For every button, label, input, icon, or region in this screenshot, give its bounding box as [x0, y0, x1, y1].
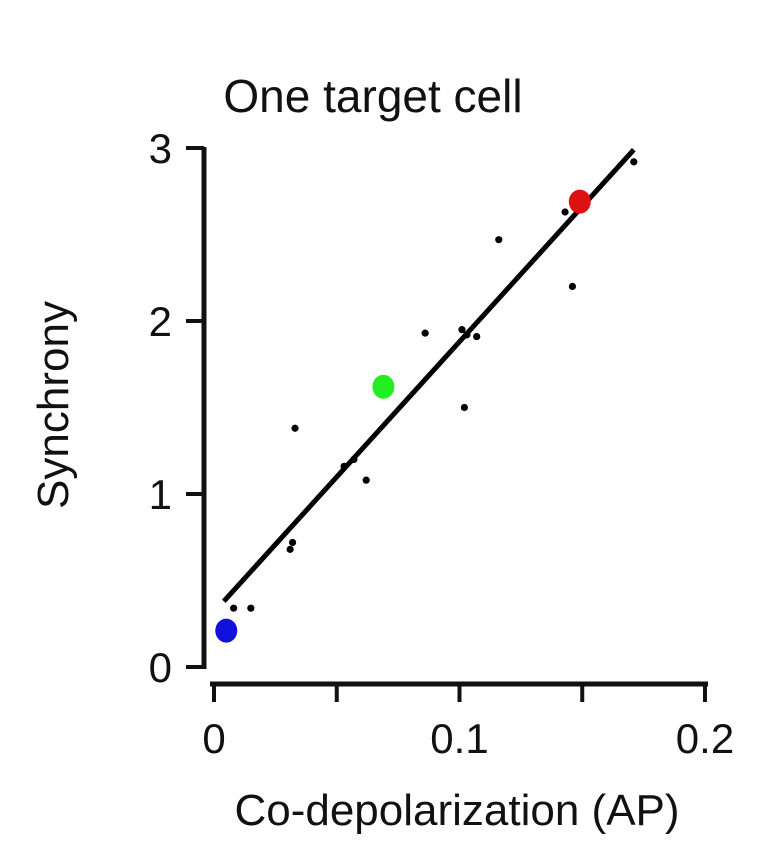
y-tick-label: 2 [149, 298, 172, 345]
data-point [350, 455, 358, 463]
y-ticks: 0 1 2 3 [149, 125, 204, 691]
data-point [630, 158, 638, 166]
data-point [463, 331, 471, 339]
data-point [561, 208, 569, 216]
x-tick-label: 0.1 [430, 715, 488, 762]
data-point [286, 545, 294, 553]
y-axis-label: Synchrony [29, 301, 78, 509]
data-point [460, 403, 469, 412]
x-tick-label: 0.2 [676, 715, 734, 762]
x-tick-label: 0 [202, 715, 225, 762]
axes [201, 147, 708, 687]
data-point [495, 236, 503, 244]
data-point [568, 282, 577, 290]
data-point [340, 462, 348, 470]
x-axis-label: Co-depolarization (AP) [234, 786, 679, 835]
data-point [421, 329, 429, 337]
data-point [458, 326, 466, 334]
data-point [291, 424, 299, 432]
data-point [230, 604, 238, 612]
y-tick-label: 1 [149, 471, 172, 518]
x-ticks: 0 0.1 0.2 [202, 684, 734, 762]
y-tick-label: 0 [149, 644, 172, 691]
y-tick-label: 3 [149, 125, 172, 172]
data-point [473, 332, 481, 341]
chart-title: One target cell [223, 70, 522, 122]
highlight-point [568, 189, 591, 214]
data-points [215, 158, 638, 643]
highlight-point [372, 374, 395, 399]
data-point [288, 538, 297, 547]
data-point [247, 604, 255, 612]
regression-line [221, 148, 636, 603]
highlight-point [215, 618, 238, 643]
data-point [362, 476, 370, 484]
